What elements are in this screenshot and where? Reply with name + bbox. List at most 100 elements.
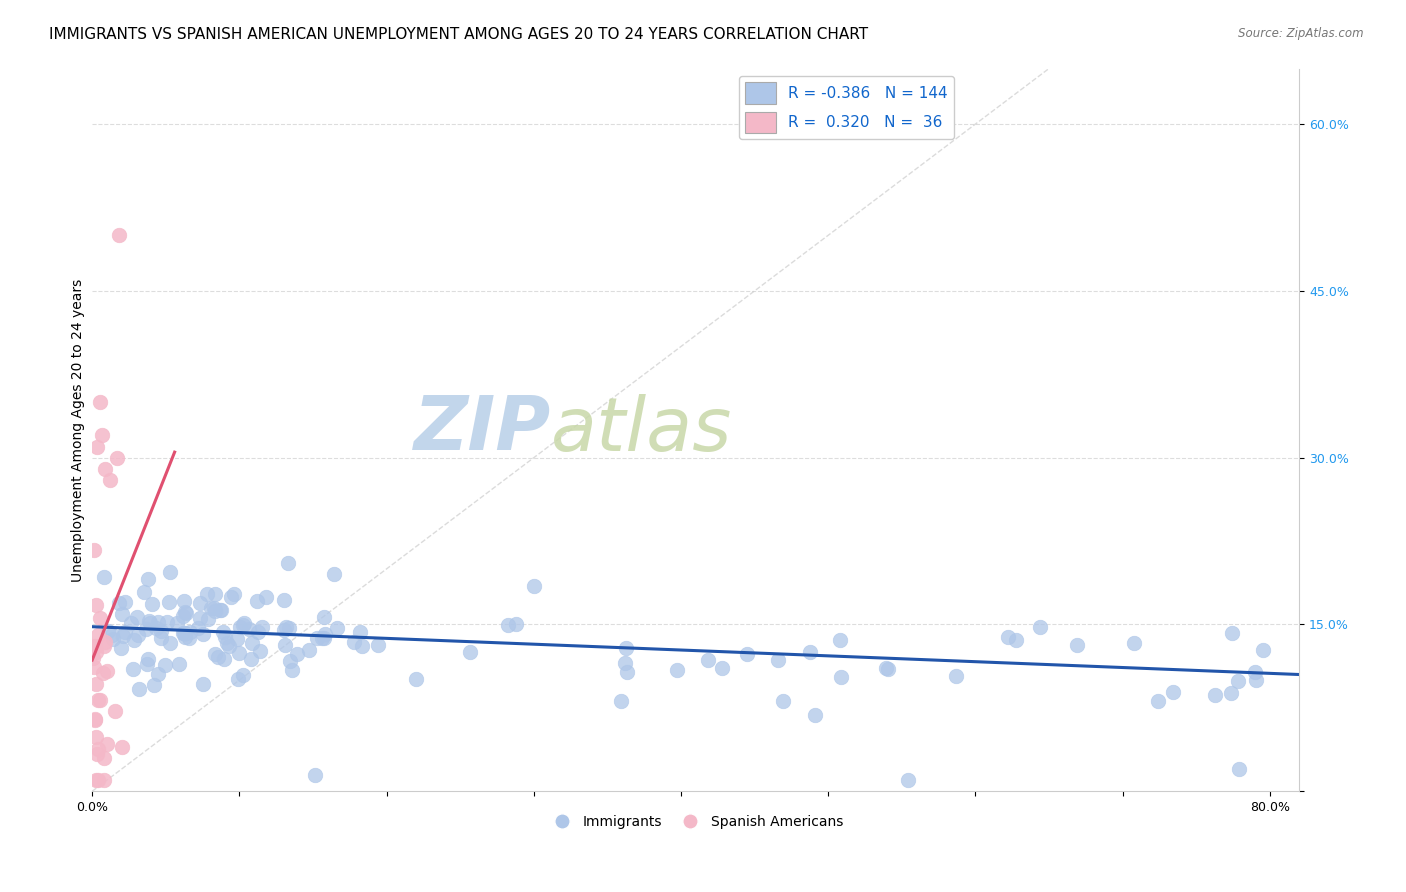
Point bbox=[278, 654, 301, 668]
Point bbox=[111, 739, 134, 754]
Point bbox=[256, 591, 278, 605]
Point bbox=[111, 607, 134, 621]
Point bbox=[304, 767, 326, 781]
Point bbox=[96, 737, 118, 751]
Point bbox=[101, 627, 124, 641]
Point bbox=[803, 708, 825, 723]
Point bbox=[93, 570, 115, 584]
Point bbox=[187, 621, 209, 635]
Point bbox=[1161, 684, 1184, 698]
Point bbox=[157, 595, 180, 609]
Point bbox=[156, 615, 179, 630]
Point bbox=[174, 626, 197, 640]
Text: atlas: atlas bbox=[551, 394, 733, 466]
Point bbox=[93, 773, 115, 788]
Point bbox=[159, 565, 181, 579]
Point bbox=[246, 593, 269, 607]
Point bbox=[191, 677, 214, 691]
Point bbox=[228, 646, 250, 660]
Point bbox=[610, 694, 633, 708]
Point bbox=[86, 440, 108, 454]
Point bbox=[93, 666, 115, 681]
Point bbox=[93, 639, 115, 653]
Point bbox=[84, 773, 107, 788]
Point bbox=[238, 622, 260, 636]
Point bbox=[830, 633, 852, 648]
Point bbox=[202, 600, 225, 615]
Point bbox=[768, 653, 790, 667]
Point bbox=[1227, 762, 1250, 776]
Point bbox=[195, 586, 218, 600]
Point bbox=[121, 662, 143, 676]
Point bbox=[174, 607, 197, 621]
Point bbox=[696, 653, 718, 667]
Text: ZIP: ZIP bbox=[413, 393, 551, 467]
Point bbox=[94, 462, 117, 476]
Point bbox=[86, 599, 108, 613]
Point bbox=[146, 666, 169, 681]
Point bbox=[108, 596, 131, 610]
Point bbox=[107, 228, 129, 243]
Y-axis label: Unemployment Among Ages 20 to 24 years: Unemployment Among Ages 20 to 24 years bbox=[72, 278, 86, 582]
Point bbox=[97, 624, 120, 638]
Point bbox=[135, 622, 157, 636]
Point bbox=[82, 650, 104, 665]
Point bbox=[496, 618, 519, 632]
Point bbox=[298, 643, 321, 657]
Point bbox=[226, 632, 249, 646]
Point bbox=[86, 742, 108, 756]
Point bbox=[153, 657, 176, 672]
Point bbox=[84, 639, 107, 653]
Point bbox=[274, 620, 297, 634]
Point bbox=[173, 625, 195, 640]
Point bbox=[150, 631, 173, 645]
Point bbox=[87, 693, 110, 707]
Point bbox=[772, 694, 794, 708]
Point bbox=[136, 657, 159, 672]
Point bbox=[246, 624, 269, 639]
Point bbox=[273, 624, 295, 638]
Point bbox=[84, 640, 107, 654]
Point bbox=[89, 693, 111, 707]
Point bbox=[110, 640, 132, 655]
Point bbox=[172, 609, 194, 624]
Point bbox=[83, 660, 105, 674]
Point bbox=[523, 579, 546, 593]
Point bbox=[83, 713, 105, 727]
Point bbox=[138, 572, 160, 586]
Point bbox=[218, 639, 240, 653]
Point bbox=[281, 663, 304, 677]
Point bbox=[1004, 632, 1026, 647]
Point bbox=[207, 649, 229, 664]
Point bbox=[136, 652, 159, 666]
Point bbox=[1244, 665, 1267, 679]
Point bbox=[86, 628, 108, 642]
Point bbox=[830, 670, 852, 684]
Point bbox=[232, 617, 254, 632]
Point bbox=[735, 647, 758, 661]
Point bbox=[177, 631, 200, 645]
Point bbox=[305, 632, 328, 646]
Point bbox=[1066, 638, 1088, 652]
Point bbox=[273, 593, 295, 607]
Point bbox=[349, 625, 371, 640]
Point bbox=[93, 751, 115, 765]
Point bbox=[197, 612, 219, 626]
Point bbox=[204, 587, 226, 601]
Point bbox=[145, 621, 167, 635]
Point bbox=[96, 664, 118, 678]
Point bbox=[86, 645, 108, 659]
Point bbox=[224, 587, 246, 601]
Point bbox=[219, 590, 242, 604]
Point bbox=[665, 663, 688, 677]
Point bbox=[505, 617, 527, 632]
Point bbox=[312, 631, 335, 645]
Point bbox=[89, 610, 111, 624]
Point bbox=[287, 647, 309, 661]
Point bbox=[138, 614, 160, 628]
Point bbox=[173, 594, 195, 608]
Point bbox=[405, 672, 427, 686]
Point bbox=[132, 585, 155, 599]
Point bbox=[326, 621, 349, 635]
Point bbox=[83, 542, 105, 557]
